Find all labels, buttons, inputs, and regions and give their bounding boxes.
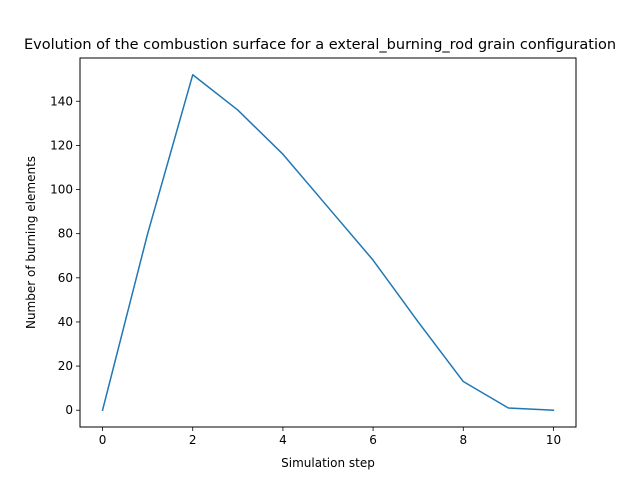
y-tick-label: 80 <box>58 227 73 241</box>
y-tick-label: 40 <box>58 315 73 329</box>
y-tick-label: 0 <box>65 403 73 417</box>
x-tick-label: 8 <box>459 433 467 447</box>
y-tick-label: 140 <box>50 94 73 108</box>
x-tick-label: 2 <box>189 433 197 447</box>
chart-title: Evolution of the combustion surface for … <box>24 37 616 53</box>
x-axis: 0 2 4 6 8 10 <box>99 427 561 447</box>
y-tick-label: 20 <box>58 359 73 373</box>
x-tick-label: 0 <box>99 433 107 447</box>
x-tick-label: 4 <box>279 433 287 447</box>
series-line <box>101 74 555 412</box>
y-axis: 0 20 40 60 80 100 120 140 <box>50 94 80 417</box>
y-axis-label: Number of burning elements <box>24 156 38 329</box>
plot-area-frame <box>79 57 577 428</box>
x-axis-label: Simulation step <box>281 456 375 470</box>
x-tick-label: 10 <box>546 433 561 447</box>
y-tick-label: 120 <box>50 138 73 152</box>
series-layer <box>101 74 555 412</box>
y-tick-label: 60 <box>58 271 73 285</box>
x-tick-label: 6 <box>369 433 377 447</box>
y-tick-label: 100 <box>50 183 73 197</box>
